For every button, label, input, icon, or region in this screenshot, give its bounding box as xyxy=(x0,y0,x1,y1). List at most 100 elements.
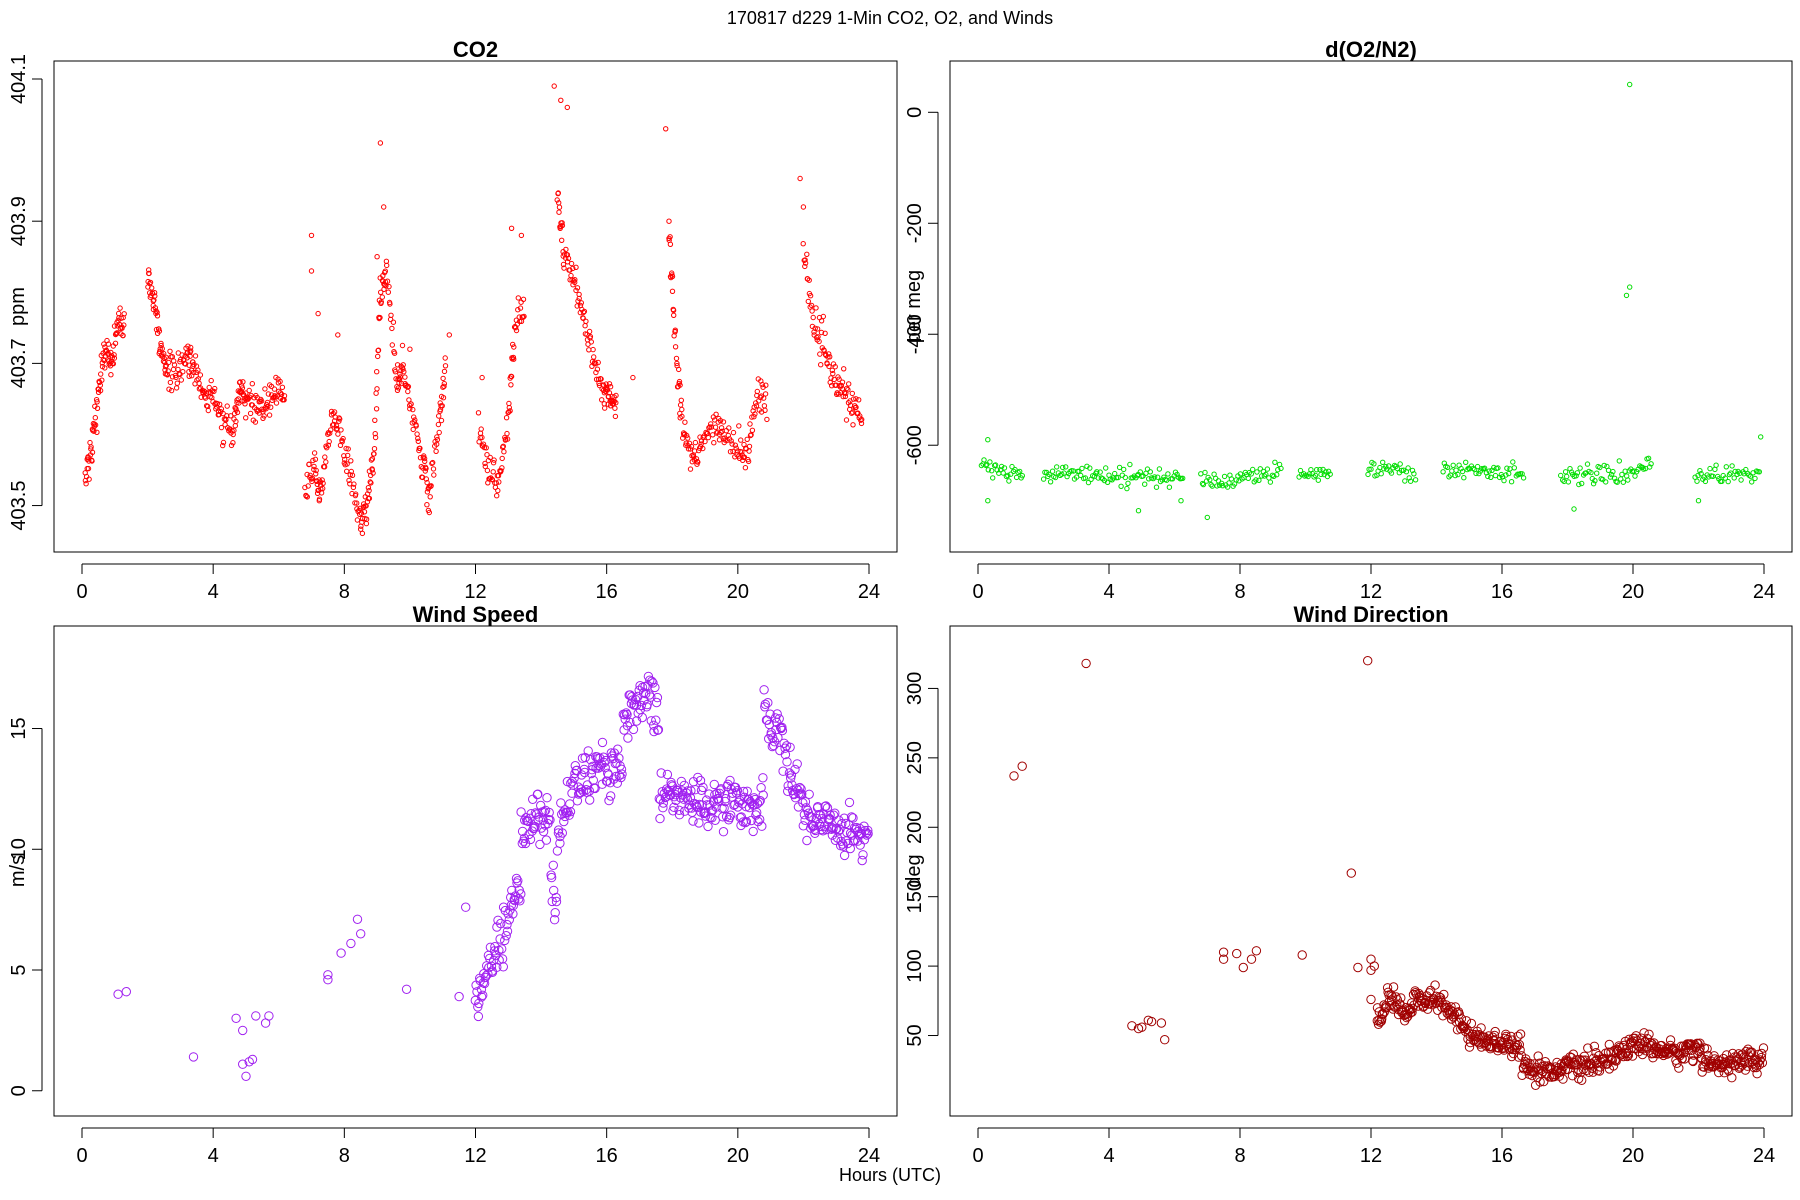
data-point xyxy=(1297,950,1307,960)
data-point xyxy=(718,425,725,431)
data-point xyxy=(414,431,420,437)
data-point xyxy=(363,516,370,522)
data-point xyxy=(550,908,560,918)
data-point xyxy=(1257,466,1264,472)
data-point xyxy=(1450,1002,1461,1012)
data-point xyxy=(169,374,176,380)
data-point xyxy=(323,970,333,980)
data-point xyxy=(1218,954,1229,964)
data-point xyxy=(361,509,368,515)
data-point xyxy=(399,342,406,349)
data-point xyxy=(568,780,578,790)
data-point xyxy=(1115,474,1121,481)
data-point xyxy=(1405,465,1411,471)
data-point xyxy=(1488,474,1494,480)
data-point xyxy=(1627,284,1633,290)
data-point xyxy=(815,334,821,340)
data-point xyxy=(830,370,836,377)
data-point xyxy=(111,323,118,329)
data-point xyxy=(370,470,376,476)
data-point xyxy=(701,795,712,805)
data-point xyxy=(1728,470,1734,476)
data-point xyxy=(515,307,521,313)
data-point xyxy=(1144,466,1151,472)
data-point xyxy=(1698,471,1704,477)
data-point xyxy=(116,310,122,317)
data-point xyxy=(1137,1022,1147,1032)
data-point xyxy=(818,362,824,368)
data-point xyxy=(695,775,706,786)
data-point xyxy=(683,786,693,796)
data-point xyxy=(698,441,704,447)
data-point xyxy=(842,827,852,838)
data-point xyxy=(475,410,482,416)
data-point xyxy=(1017,761,1027,771)
data-point xyxy=(518,299,524,305)
data-point xyxy=(623,733,633,743)
data-point xyxy=(1160,1035,1170,1045)
data-point xyxy=(86,458,92,464)
data-point xyxy=(1734,471,1740,477)
data-point xyxy=(825,810,835,820)
data-point xyxy=(508,373,515,380)
data-point xyxy=(482,460,488,467)
data-point xyxy=(1625,477,1631,483)
data-point xyxy=(551,896,562,907)
data-point xyxy=(1009,771,1019,781)
data-point xyxy=(1000,470,1006,476)
data-point xyxy=(1584,461,1591,467)
data-point xyxy=(500,443,506,449)
data-point xyxy=(358,510,365,516)
x-tick-label: 0 xyxy=(972,1145,983,1167)
data-point xyxy=(785,742,795,752)
data-point xyxy=(1323,469,1329,475)
data-point xyxy=(778,766,788,776)
data-point xyxy=(817,351,823,357)
data-point xyxy=(1311,474,1317,480)
data-point xyxy=(1366,466,1372,472)
data-point xyxy=(304,494,310,500)
data-point xyxy=(723,428,729,434)
data-point xyxy=(395,385,402,391)
x-tick-label: 20 xyxy=(1622,1145,1644,1167)
data-point xyxy=(368,480,374,486)
data-point xyxy=(1723,464,1730,470)
data-point xyxy=(1463,459,1469,465)
data-point xyxy=(482,463,488,470)
plot-frame xyxy=(53,60,898,553)
data-point xyxy=(305,483,311,489)
data-point xyxy=(497,944,507,954)
data-point xyxy=(487,454,493,461)
data-point xyxy=(473,1011,484,1022)
data-point xyxy=(1078,472,1084,479)
data-point xyxy=(602,405,608,411)
data-point xyxy=(1466,1018,1477,1029)
data-point xyxy=(570,265,576,272)
data-point xyxy=(108,372,114,378)
data-point xyxy=(984,461,990,468)
data-point xyxy=(268,404,274,410)
data-point xyxy=(1006,478,1012,484)
data-point xyxy=(1610,468,1616,475)
data-point xyxy=(774,714,784,724)
data-point xyxy=(606,390,613,396)
data-point xyxy=(1383,464,1389,470)
data-point xyxy=(1166,484,1173,490)
data-point xyxy=(858,850,868,860)
data-point xyxy=(1594,1066,1605,1076)
data-point xyxy=(565,807,576,817)
data-point xyxy=(1264,466,1271,472)
y-axis: 50 100 150 200 250 300 xyxy=(904,672,939,1047)
x-tick-label: 24 xyxy=(1753,581,1775,603)
data-point xyxy=(681,792,691,802)
data-point xyxy=(636,700,646,711)
data-point xyxy=(1394,465,1401,472)
data-point xyxy=(490,469,496,475)
data-point xyxy=(483,445,489,451)
data-point xyxy=(1543,1061,1553,1071)
x-tick-label: 16 xyxy=(1491,1145,1513,1167)
data-point xyxy=(484,467,491,474)
data-point xyxy=(415,435,421,442)
panels: CO2 ppm 0 4 8 12 16 20 24 403.5 403.7 403.9 404.1 d(O… xyxy=(7,37,1793,1167)
data-point xyxy=(185,343,191,349)
